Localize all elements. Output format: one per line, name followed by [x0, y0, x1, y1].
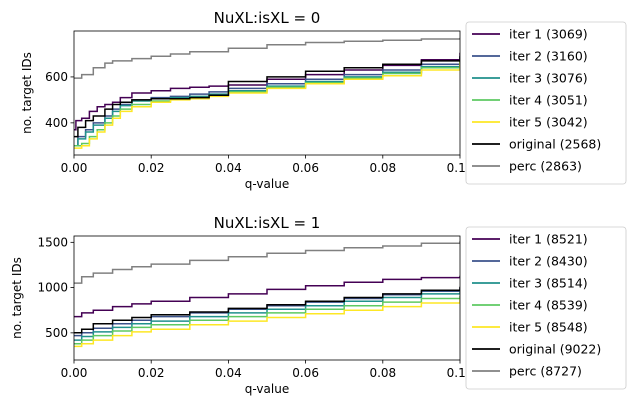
x-axis-label: q-value — [245, 382, 289, 396]
series-line-7 — [74, 241, 460, 284]
axes-frame — [73, 235, 461, 361]
chart-bottom: NuXL:isXL = 10.00 0.02 0.04 0.06 0.08 0.10500… — [10, 214, 627, 396]
legend-label: original (2568) — [509, 137, 601, 152]
legend-label: iter 4 (3051) — [509, 93, 588, 108]
series-lines — [74, 241, 460, 348]
legend-label: iter 3 (8514) — [509, 276, 588, 291]
x-tick-label: 0.02 — [138, 366, 165, 380]
chart-title: NuXL:isXL = 0 — [214, 9, 321, 27]
x-tick-label: 0.06 — [292, 161, 319, 175]
series-line-5 — [74, 62, 460, 149]
legend-label: iter 1 (8521) — [509, 232, 588, 247]
x-tick-label: 0.00 — [61, 366, 88, 380]
series-line-4 — [74, 295, 460, 345]
legend-label: iter 1 (3069) — [509, 27, 588, 42]
y-tick-label: 500 — [45, 326, 68, 340]
legend-label: iter 2 (3160) — [509, 49, 588, 64]
series-line-1 — [74, 275, 460, 318]
legend: iter 1 (3069) iter 2 (3160) iter 3 (3076) i… — [465, 21, 627, 185]
series-lines — [74, 37, 460, 149]
x-axis-label: q-value — [245, 177, 289, 191]
y-tick-label: 1000 — [37, 281, 68, 295]
x-tick-label: 0.00 — [61, 161, 88, 175]
y-axis-label: no. target IDs — [20, 52, 34, 134]
axes-frame — [73, 30, 461, 156]
legend-box — [465, 21, 627, 185]
series-line-7 — [74, 37, 460, 79]
legend-label: perc (8727) — [509, 364, 582, 379]
y-tick-label: 400 — [45, 116, 68, 130]
x-tick-label: 0.06 — [292, 366, 319, 380]
y-axis-label: no. target IDs — [10, 257, 24, 339]
chart-top: NuXL:isXL = 00.00 0.02 0.04 0.06 0.08 0.10400… — [20, 9, 627, 191]
legend-label: iter 5 (8548) — [509, 320, 588, 335]
chart-title: NuXL:isXL = 1 — [214, 214, 321, 232]
series-line-6 — [74, 56, 460, 138]
legend: iter 1 (8521) iter 2 (8430) iter 3 (8514) i… — [465, 226, 627, 390]
legend-label: iter 3 (3076) — [509, 71, 588, 86]
x-tick-label: 0.02 — [138, 161, 165, 175]
legend-label: iter 4 (8539) — [509, 298, 588, 313]
series-line-2 — [74, 56, 460, 147]
legend-label: original (9022) — [509, 342, 601, 357]
x-tick-label: 0.08 — [369, 366, 396, 380]
series-line-3 — [74, 59, 460, 147]
legend-box — [465, 226, 627, 390]
legend-label: iter 2 (8430) — [509, 254, 588, 269]
legend-label: perc (2863) — [509, 159, 582, 174]
series-line-5 — [74, 299, 460, 348]
y-tick-label: 600 — [45, 70, 68, 84]
legend-label: iter 5 (3042) — [509, 115, 588, 130]
y-tick-label: 1500 — [37, 235, 68, 249]
x-tick-label: 0.08 — [369, 161, 396, 175]
x-tick-label: 0.04 — [215, 366, 242, 380]
series-line-6 — [74, 286, 460, 334]
x-tick-label: 0.04 — [215, 161, 242, 175]
